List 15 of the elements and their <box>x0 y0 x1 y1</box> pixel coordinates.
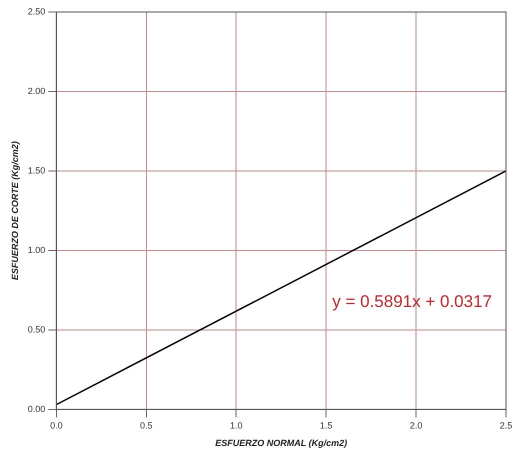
x-tick-label: 2.5 <box>500 420 512 430</box>
x-tick-label: 2.0 <box>410 420 422 430</box>
y-tick-label: 1.00 <box>28 244 46 255</box>
x-axis-title: ESFUERZO NORMAL (Kg/cm2) <box>215 438 348 448</box>
x-tick-label: 0.0 <box>50 420 63 430</box>
x-tick-label: 0.5 <box>140 420 153 430</box>
y-tick-label: 2.00 <box>28 86 46 96</box>
y-tick-label: 0.50 <box>28 324 46 334</box>
y-tick-label: 2.50 <box>28 6 46 16</box>
y-tick-label: 1.50 <box>28 165 46 176</box>
x-tick-label: 1.5 <box>320 420 332 430</box>
y-axis-title: ESFUERZO DE CORTE (Kg/cm2) <box>10 141 20 280</box>
annotation: y = 0.5891x + 0.0317 <box>332 292 492 311</box>
x-tick-label: 1.0 <box>230 420 242 430</box>
y-tick-label: 0.00 <box>28 404 46 414</box>
